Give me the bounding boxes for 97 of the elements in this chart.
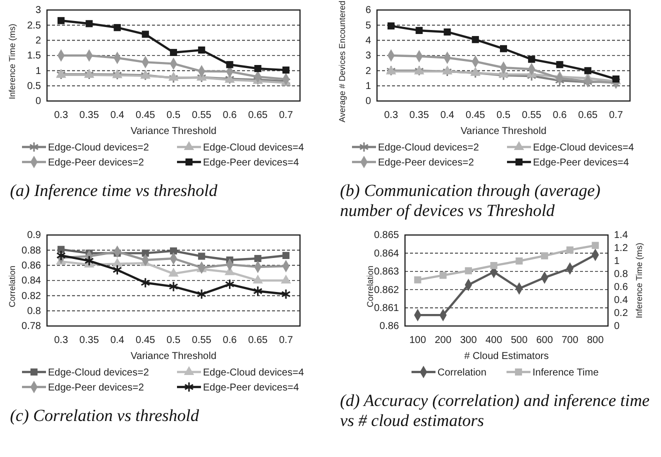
x-tick-label: 300 [460,335,478,346]
y-tick-label: 0.8 [27,306,42,318]
x-tick-label: 0.35 [79,110,100,122]
text: (b) Communication through (average) number of devices vs Threshold [340,181,601,220]
x-tick-label: 0.7 [278,110,294,122]
y-tick-label: 3 [35,5,42,16]
y-tick-label: 6 [365,5,372,16]
legend-label: Edge-Cloud devices=2 [48,368,150,378]
legend-label: Edge-Peer devices=2 [48,158,144,168]
y-tick-label: 1.5 [27,50,42,62]
y2-tick-label: 0.8 [614,269,628,280]
y-axis-title: Average # Devices Encountered [337,0,347,122]
x-tick-label: 0.3 [54,335,68,346]
x-tick-label: 0.4 [110,335,125,346]
y-tick-label: 2 [35,36,42,47]
y2-axis-title: Inference Time (ms) [634,242,644,318]
y2-tick-label: 1.4 [614,230,628,242]
y-tick-label: 2 [365,66,372,77]
x-tick-label: 0.55 [192,335,212,346]
x-tick-label: 600 [536,335,554,346]
y-tick-label: 0.84 [22,276,42,287]
x-tick-label: 500 [510,335,528,346]
text: (c) Correlation vs threshold [10,406,200,425]
y2-tick-label: 0.2 [614,308,628,320]
x-tick-label: 100 [409,335,426,346]
x-tick-label: 0.45 [136,335,156,346]
y-tick-label: 0.88 [22,245,42,256]
x-tick-label: 0.5 [166,335,181,346]
x-tick-label: 0.35 [79,335,100,346]
x-tick-label: 0.6 [222,110,238,122]
y-tick-label: 0 [35,96,42,108]
x-tick-label: 0.45 [136,110,156,122]
y-tick-label: 5 [365,20,372,32]
x-tick-label: 0.65 [578,110,598,122]
x-axis-title: Variance Threshold [130,126,216,137]
x-tick-label: 0.55 [192,110,212,122]
x-tick-label: 0.5 [166,110,181,122]
y-tick-label: 1 [35,66,42,77]
legend-label: Edge-Cloud devices=2 [48,142,150,154]
y-axis-title: Inference Time (ms) [7,24,17,100]
y-tick-label: 1 [365,81,372,92]
x-tick-label: 0.4 [440,110,455,122]
x-tick-label: 0.7 [278,335,294,346]
x-tick-label: 0.3 [384,110,398,122]
y-tick-label: 0.9 [27,230,42,242]
x-tick-label: 0.65 [248,335,268,346]
text: (a) Inference time vs threshold [10,181,218,200]
y-tick-label: 0.865 [374,230,400,242]
legend-label: Edge-Peer devices=4 [203,382,300,394]
x-tick-label: 0.6 [552,110,568,122]
legend-label: Edge-Peer devices=2 [378,158,474,168]
x-tick-label: 0.3 [54,110,68,122]
y-tick-label: 0.861 [374,303,400,314]
x-tick-label: 0.65 [248,110,268,122]
x-tick-label: 400 [485,335,503,346]
x-tick-label: 0.7 [608,110,624,122]
x-tick-label: 800 [586,335,604,346]
y2-tick-label: 0 [614,321,620,332]
x-axis-title: Variance Threshold [130,351,216,362]
x-axis-title: Variance Threshold [460,126,546,137]
legend-label: Edge-Peer devices=4 [533,158,630,168]
y2-tick-label: 1 [614,256,620,268]
y-tick-label: 4 [365,36,372,47]
legend-label: Edge-Cloud devices=4 [203,142,304,154]
x-axis-title: # Cloud Estimators [464,351,549,362]
legend-label: Edge-Cloud devices=4 [533,142,634,154]
y-axis-title: Correlation [365,265,375,308]
x-tick-label: 200 [434,335,452,346]
y-tick-label: 0.86 [380,321,400,332]
y-tick-label: 0 [365,96,372,108]
y-axis-title: Correlation [7,265,17,308]
y2-tick-label: 0.4 [614,295,628,306]
y2-tick-label: 1.2 [614,243,628,254]
x-tick-label: 0.45 [466,110,486,122]
x-tick-label: 0.4 [110,110,125,122]
text: (d) Accuracy (correlation) and inference time vs # cloud estimators [340,391,650,430]
y-tick-label: 0.864 [374,248,400,260]
y-tick-label: 0.5 [27,81,42,92]
x-tick-label: 700 [562,335,579,346]
x-tick-label: 0.55 [522,110,542,122]
legend-label: Inference Time [532,368,600,378]
y-tick-label: 0.863 [374,266,400,278]
legend-label: Edge-Cloud devices=4 [203,368,304,378]
y-tick-label: 0.82 [22,290,42,302]
y-tick-label: 0.86 [22,260,42,272]
legend-label: Edge-Peer devices=2 [48,382,144,394]
legend-label: Correlation [438,368,486,378]
x-tick-label: 0.35 [409,110,430,122]
legend-label: Edge-Cloud devices=2 [378,142,480,154]
x-tick-label: 0.6 [222,335,238,346]
y-tick-label: 2.5 [27,20,42,32]
y2-tick-label: 0.6 [614,282,628,294]
y-tick-label: 3 [365,50,372,62]
y-tick-label: 0.78 [22,321,42,332]
x-tick-label: 0.5 [496,110,511,122]
legend-label: Edge-Peer devices=4 [203,158,300,168]
y-tick-label: 0.862 [374,284,400,296]
